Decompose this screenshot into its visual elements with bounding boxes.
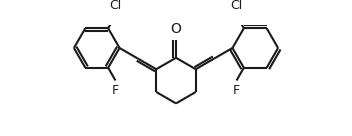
Text: Cl: Cl (231, 0, 243, 12)
Text: F: F (112, 84, 119, 97)
Text: Cl: Cl (109, 0, 121, 12)
Text: F: F (233, 84, 240, 97)
Text: O: O (171, 22, 181, 36)
